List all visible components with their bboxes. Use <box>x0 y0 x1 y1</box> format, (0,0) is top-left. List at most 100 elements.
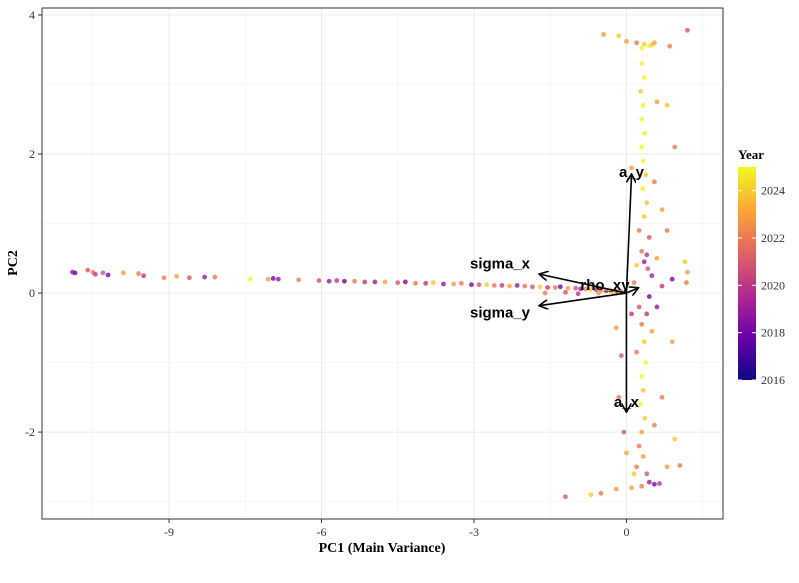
data-point <box>136 271 141 276</box>
x-tick-label: -9 <box>164 525 174 539</box>
data-point <box>644 200 650 206</box>
data-point <box>636 228 642 233</box>
legend-tick-label: 2016 <box>761 373 785 387</box>
data-point <box>395 280 401 286</box>
data-point <box>682 259 688 265</box>
data-point <box>105 272 111 278</box>
data-point <box>491 283 497 288</box>
data-point <box>640 454 646 459</box>
data-point <box>186 275 192 281</box>
legend-tick-label: 2024 <box>761 184 785 198</box>
data-point <box>639 248 645 254</box>
data-point <box>645 266 651 272</box>
data-point <box>639 144 645 150</box>
data-point <box>664 102 670 108</box>
data-point <box>441 281 446 287</box>
data-point <box>362 279 368 285</box>
data-point <box>639 61 645 67</box>
y-tick-label: -2 <box>25 425 35 439</box>
data-point <box>557 284 563 290</box>
data-point <box>642 415 648 421</box>
data-point <box>634 262 640 268</box>
data-point <box>636 443 642 449</box>
data-point <box>654 255 660 261</box>
data-point <box>458 280 464 286</box>
data-point <box>659 283 665 289</box>
legend-tick-label: 2020 <box>761 278 785 292</box>
data-point <box>141 273 147 279</box>
y-axis-title: PC2 <box>6 250 21 276</box>
data-point <box>514 283 520 288</box>
data-point <box>644 311 650 317</box>
data-point <box>639 483 645 489</box>
data-point <box>651 422 657 428</box>
data-point <box>651 40 657 46</box>
data-point <box>654 304 660 310</box>
data-point <box>651 481 657 487</box>
data-point <box>659 207 665 213</box>
data-point <box>542 290 548 296</box>
data-point <box>639 429 645 435</box>
data-point <box>552 285 558 290</box>
legend-ticks: 2016 2018 2020 2022 2024 <box>738 184 785 387</box>
data-point <box>629 485 634 491</box>
data-point <box>161 275 167 281</box>
data-point <box>598 490 604 496</box>
y-axis-ticks: -2 0 2 4 <box>25 8 42 439</box>
color-legend: Year 2016 2018 2020 2022 2024 <box>738 147 785 387</box>
data-point <box>646 294 652 299</box>
data-point <box>588 492 594 498</box>
data-point <box>451 281 457 287</box>
data-point <box>643 360 649 365</box>
loading-arrow-sigma_y <box>540 292 627 306</box>
data-point <box>484 282 490 288</box>
grid-lines <box>42 8 723 519</box>
data-point <box>664 464 670 470</box>
data-point <box>85 267 91 273</box>
data-point <box>638 401 644 407</box>
data-point <box>573 285 579 291</box>
data-point <box>601 32 606 37</box>
data-point <box>639 321 645 327</box>
data-point <box>100 270 106 276</box>
legend-title: Year <box>738 147 764 162</box>
data-point <box>430 280 436 286</box>
data-point <box>642 130 648 136</box>
data-point <box>654 99 660 105</box>
legend-colorbar <box>738 167 756 380</box>
data-point <box>402 279 408 285</box>
data-point <box>545 285 551 290</box>
data-point <box>537 284 543 290</box>
y-tick-label: 2 <box>29 147 35 161</box>
data-point <box>685 27 690 33</box>
legend-tick-label: 2022 <box>761 231 785 245</box>
data-point <box>649 273 655 279</box>
data-point <box>174 273 180 279</box>
data-point <box>530 284 535 290</box>
x-tick-label: -6 <box>317 525 327 539</box>
data-point <box>641 41 647 47</box>
data-point <box>296 277 302 283</box>
plot-panel-border <box>41 7 724 520</box>
data-point <box>669 339 675 345</box>
data-point <box>202 274 208 280</box>
data-point <box>275 276 281 282</box>
data-point <box>640 102 646 108</box>
data-point <box>641 214 647 219</box>
loading-arrow-rho_xy <box>626 288 637 293</box>
data-point <box>644 471 650 477</box>
data-point <box>583 286 589 292</box>
data-point <box>92 271 98 277</box>
scatter-points <box>70 27 690 500</box>
data-point <box>641 75 647 80</box>
x-tick-label: -3 <box>469 525 479 539</box>
data-point <box>624 38 629 44</box>
data-point <box>634 464 640 470</box>
legend-tick-label: 2018 <box>761 326 785 340</box>
data-point <box>639 116 645 122</box>
loading-arrows: sigma_x sigma_y rho_xy a_y a_x <box>470 164 645 411</box>
loading-label: sigma_y <box>470 305 531 322</box>
data-point <box>613 325 619 331</box>
data-point <box>672 436 678 442</box>
data-point <box>613 486 619 492</box>
